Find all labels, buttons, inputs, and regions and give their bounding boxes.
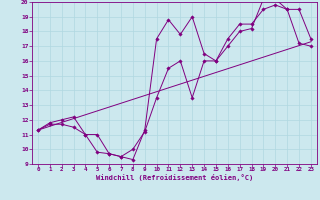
X-axis label: Windchill (Refroidissement éolien,°C): Windchill (Refroidissement éolien,°C)	[96, 174, 253, 181]
